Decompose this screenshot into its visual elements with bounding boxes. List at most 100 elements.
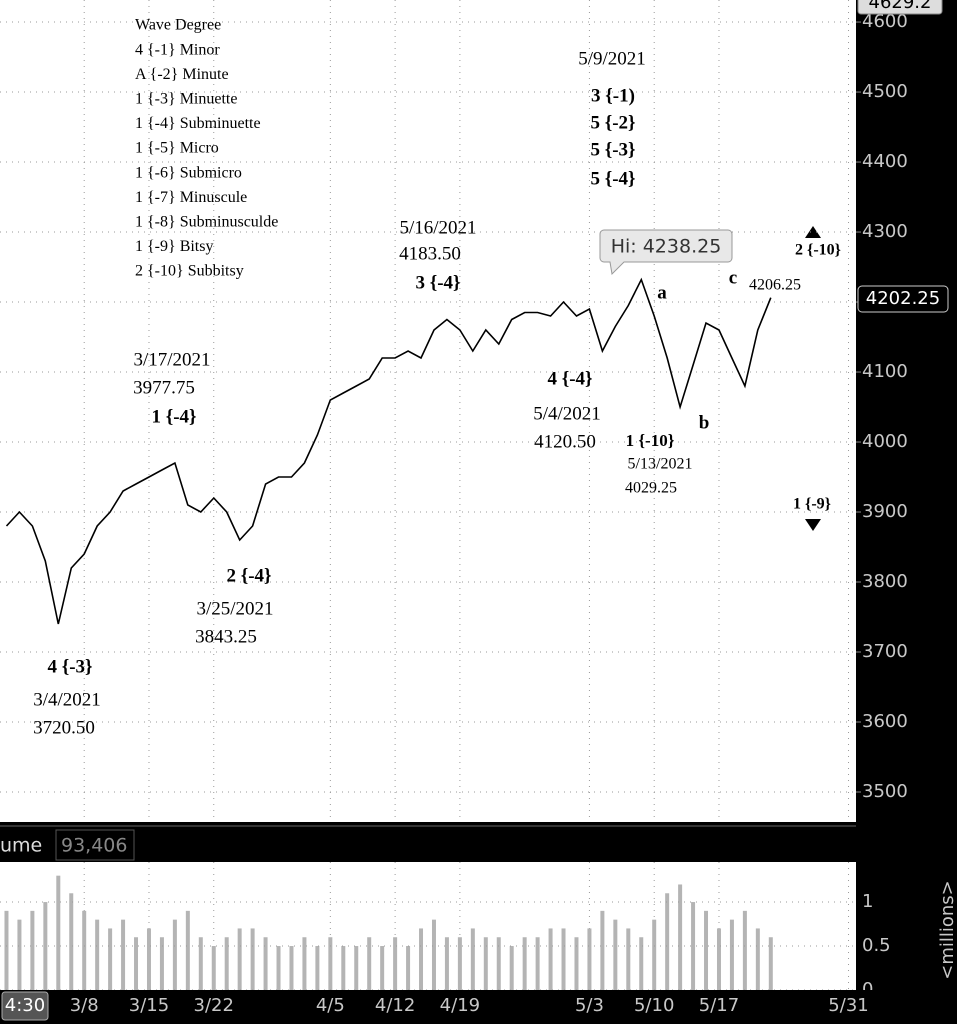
legend-line: 4 {-1} Minor <box>135 41 220 58</box>
volume-bar <box>444 937 449 990</box>
annotation: 3843.25 <box>195 626 257 647</box>
annotation: c <box>729 267 737 288</box>
y-tick-label: 4600 <box>862 11 908 32</box>
y-tick-label: 3800 <box>862 571 908 592</box>
volume-bar <box>406 946 411 990</box>
annotation: 4206.25 <box>749 277 801 294</box>
volume-bar <box>431 919 436 990</box>
volume-bar <box>95 919 100 990</box>
y-tick-label: 3700 <box>862 641 908 662</box>
volume-bar <box>380 946 385 990</box>
volume-axis-label: <millions> <box>937 880 957 980</box>
volume-bar <box>768 937 773 990</box>
volume-bar <box>354 946 359 990</box>
legend-line: 1 {-5} Micro <box>135 140 219 157</box>
volume-bar <box>678 884 683 990</box>
volume-bar <box>211 946 216 990</box>
annotation: 4 {-3} <box>47 656 92 677</box>
volume-bar <box>419 928 424 990</box>
volume-bar <box>691 902 696 990</box>
legend-line: 1 {-4} Subminuette <box>135 115 261 132</box>
volume-bar <box>315 946 320 990</box>
annotation: 2 {-10} <box>795 242 841 259</box>
volume-bar <box>17 919 22 990</box>
arrow-up <box>805 226 821 238</box>
volume-bar <box>561 928 566 990</box>
volume-bar <box>509 946 514 990</box>
annotation: 5/4/2021 <box>533 403 601 424</box>
last-price-badge <box>857 285 949 313</box>
y-tick-label: 4500 <box>862 81 908 102</box>
last-price: 4202.25 <box>866 288 940 309</box>
volume-bar <box>146 928 151 990</box>
legend-line: Wave Degree <box>135 17 221 34</box>
annotation: 5/13/2021 <box>628 456 693 473</box>
volume-bar <box>198 937 203 990</box>
volume-bar <box>341 946 346 990</box>
volume-bar <box>159 937 164 990</box>
volume-bar <box>704 910 709 990</box>
volume-bar <box>496 937 501 990</box>
volume-bar <box>613 919 618 990</box>
volume-bar <box>82 910 87 990</box>
volume-value: 93,406 <box>61 835 127 857</box>
y-tick-label: 0 <box>862 979 873 1000</box>
volume-bar <box>185 910 190 990</box>
volume-bar <box>30 910 35 990</box>
annotation: 3/25/2021 <box>196 598 273 619</box>
time-badge <box>1 991 49 1021</box>
volume-bar <box>755 928 760 990</box>
annotation: 3977.75 <box>133 377 195 398</box>
y-tick-label: 4400 <box>862 151 908 172</box>
annotation: 1 {-9} <box>793 496 831 513</box>
time-label: 4:30 <box>5 995 45 1016</box>
annotation: 5/9/2021 <box>578 48 646 69</box>
volume-bar <box>652 919 657 990</box>
x-tick-label: 5/3 <box>575 995 604 1016</box>
x-tick-label: 5/10 <box>634 995 674 1016</box>
legend-line: 2 {-10} Subbitsy <box>135 263 244 280</box>
y-tick-label: 4000 <box>862 431 908 452</box>
volume-bar <box>302 937 307 990</box>
volume-bar <box>367 937 372 990</box>
volume-bar <box>626 928 631 990</box>
volume-bar <box>4 910 9 990</box>
volume-bar <box>237 928 242 990</box>
annotation: b <box>699 412 710 433</box>
top-label: 4629.2 <box>869 0 932 13</box>
annotation: 5/16/2021 <box>399 217 476 238</box>
volume-bar <box>263 937 268 990</box>
volume-bar <box>56 875 61 990</box>
volume-bar <box>289 946 294 990</box>
volume-bar <box>522 937 527 990</box>
top-badge <box>857 0 943 15</box>
annotation: 2 {-4} <box>226 565 271 586</box>
y-tick-label: 0.5 <box>862 935 891 956</box>
volume-bar <box>548 928 553 990</box>
annotation: a <box>657 282 667 303</box>
price-panel <box>0 0 856 822</box>
volume-panel <box>0 862 856 990</box>
annotation: 4183.50 <box>399 243 461 264</box>
volume-bar <box>224 937 229 990</box>
y-tick-label: 4100 <box>862 361 908 382</box>
price-line <box>5 277 772 625</box>
volume-title: ume <box>0 835 42 857</box>
volume-bar <box>716 928 721 990</box>
x-tick-label: 5/31 <box>828 995 868 1016</box>
x-tick-label: 3/15 <box>129 995 169 1016</box>
volume-header <box>0 826 856 862</box>
x-tick-label: 4/5 <box>316 995 345 1016</box>
volume-bar <box>134 937 139 990</box>
volume-bar <box>108 928 113 990</box>
x-tick-label: 5/17 <box>699 995 739 1016</box>
y-tick-label: 1 <box>862 891 873 912</box>
annotation: 4120.50 <box>534 431 596 452</box>
y-tick-label: 3900 <box>862 501 908 522</box>
volume-bar <box>639 937 644 990</box>
x-axis-bg <box>0 990 957 1024</box>
volume-bar <box>43 902 48 990</box>
annotation: 1 {-4} <box>151 406 196 427</box>
x-tick-label: 4/12 <box>375 995 415 1016</box>
